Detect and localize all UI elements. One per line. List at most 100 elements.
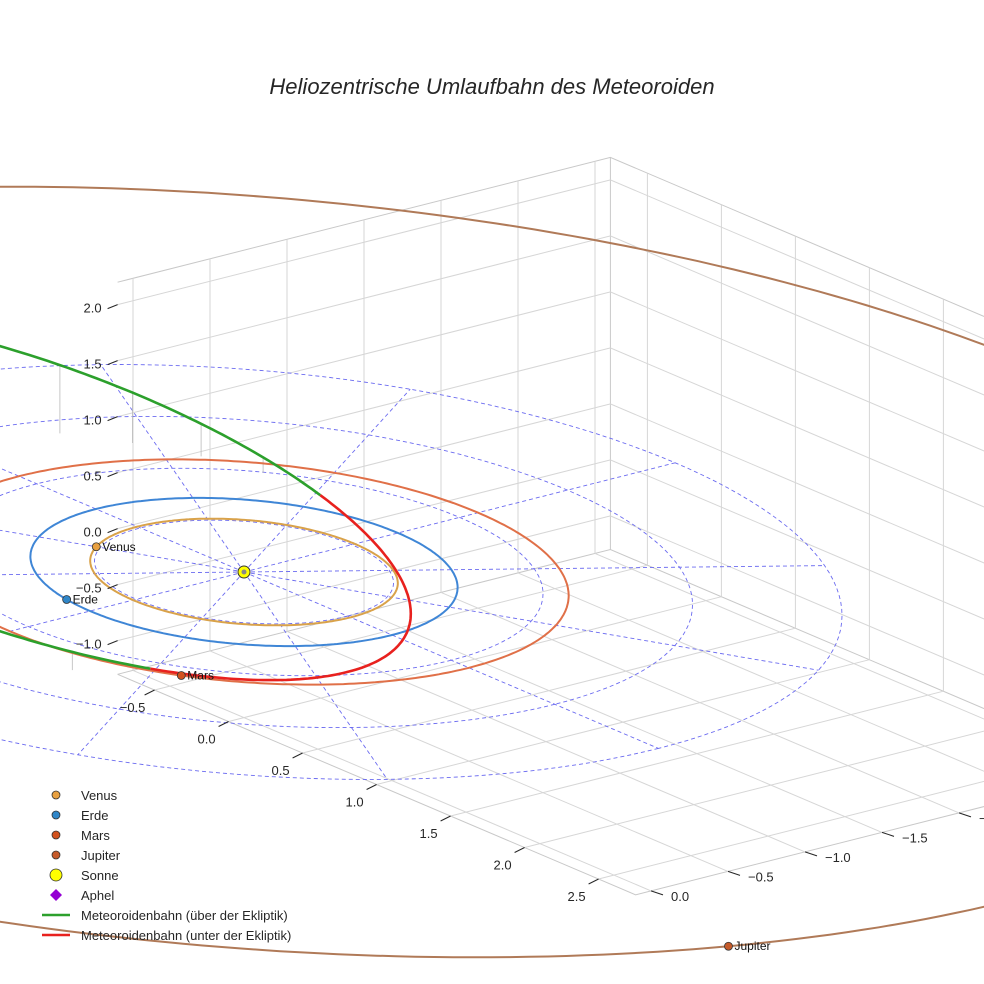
grid-line bbox=[117, 291, 984, 452]
ecliptic-ring bbox=[0, 364, 843, 780]
bodies: Venus Erde Mars Jupiter bbox=[62, 540, 771, 953]
z-tick-label: 0.5 bbox=[84, 469, 102, 484]
ecliptic-radial bbox=[243, 388, 411, 573]
grid-line bbox=[117, 515, 984, 676]
z-tick-mark bbox=[107, 584, 118, 590]
x-tick-label: 2.5 bbox=[568, 889, 586, 904]
y-tick-label: −0.5 bbox=[748, 869, 774, 884]
x-tick-mark bbox=[144, 689, 155, 696]
meteoroid-orbit-above bbox=[0, 344, 322, 670]
planet-jupiter bbox=[724, 941, 733, 951]
axis-panes bbox=[117, 156, 984, 896]
y-tick-mark bbox=[804, 851, 818, 857]
legend-label: Meteoroidenbahn (über der Ekliptik) bbox=[81, 908, 288, 923]
x-tick-mark bbox=[514, 847, 525, 853]
legend-label: Aphel bbox=[81, 888, 114, 903]
legend-circle-swatch bbox=[49, 868, 63, 882]
orbit-jupiter bbox=[0, 185, 984, 959]
y-tick-mark bbox=[958, 812, 972, 818]
y-tick-label: 0.0 bbox=[671, 889, 689, 904]
planet-label-mars: Mars bbox=[187, 668, 214, 682]
orbit-erde bbox=[29, 496, 459, 648]
legend-label: Venus bbox=[81, 788, 118, 803]
orbit-mars bbox=[0, 458, 570, 686]
legend: Venus Erde Mars Jupiter Sonne Aphel Meteoroide… bbox=[42, 788, 291, 943]
x-tick-label: 2.0 bbox=[494, 858, 512, 873]
x-tick-mark bbox=[588, 878, 599, 885]
ecliptic-reference-grid bbox=[0, 364, 843, 780]
ecliptic-radial bbox=[243, 571, 388, 780]
legend-circle-swatch bbox=[51, 790, 61, 800]
z-tick-mark bbox=[107, 472, 118, 478]
z-tick-label: 1.0 bbox=[84, 413, 102, 428]
grid-line bbox=[117, 403, 984, 564]
z-tick-label: −1.0 bbox=[76, 637, 102, 652]
planet-label-jupiter: Jupiter bbox=[734, 939, 770, 953]
axis-edge bbox=[117, 156, 984, 317]
y-tick-label: −1.0 bbox=[825, 850, 851, 865]
grid-line bbox=[132, 669, 652, 892]
planet-mars bbox=[176, 671, 186, 680]
legend-label: Jupiter bbox=[81, 848, 121, 863]
grid-line bbox=[517, 572, 984, 772]
planet-erde bbox=[62, 595, 72, 604]
planet-venus bbox=[91, 542, 101, 552]
z-tick-mark bbox=[107, 360, 118, 366]
z-tick-label: 2.0 bbox=[84, 301, 102, 316]
meteoroid-orbit-below bbox=[150, 628, 410, 682]
grid-line bbox=[117, 179, 984, 340]
legend-circle-swatch bbox=[51, 810, 61, 820]
sun-core bbox=[241, 569, 247, 575]
x-tick-label: 0.0 bbox=[198, 732, 216, 747]
axis-ticks: −1.0 −0.5 0.0 0.5 1.0 1.5 2.0 −0.5 0.0 0.5 1.0 1.5 2… bbox=[76, 301, 984, 904]
orbits bbox=[0, 185, 984, 959]
y-tick-mark bbox=[650, 890, 664, 896]
grid-line bbox=[440, 591, 960, 814]
z-tick-label: 0.0 bbox=[84, 525, 102, 540]
ecliptic-radial bbox=[0, 529, 245, 573]
ecliptic-radial bbox=[77, 571, 245, 756]
orbit-venus bbox=[89, 517, 399, 627]
meteoroid-orbit-below bbox=[319, 494, 413, 629]
y-tick-label: −1.5 bbox=[902, 830, 928, 845]
z-tick-mark bbox=[107, 640, 118, 646]
grid-line bbox=[363, 611, 883, 833]
legend-circle-swatch bbox=[51, 830, 61, 840]
x-tick-label: 1.5 bbox=[420, 826, 438, 841]
ecliptic-radial bbox=[0, 467, 245, 573]
x-tick-label: −0.5 bbox=[120, 700, 146, 715]
planet-label-erde: Erde bbox=[73, 592, 99, 606]
grid-line bbox=[594, 552, 984, 720]
grid-lines bbox=[117, 161, 984, 892]
legend-label: Mars bbox=[81, 828, 110, 843]
legend-diamond-swatch bbox=[50, 889, 62, 901]
y-tick-mark bbox=[727, 870, 741, 876]
chart-title: Heliozentrische Umlaufbahn des Meteoroid… bbox=[269, 74, 714, 99]
grid-line bbox=[286, 630, 806, 853]
grid-line bbox=[598, 780, 984, 880]
ecliptic-radial bbox=[243, 571, 819, 671]
x-tick-mark bbox=[366, 784, 377, 790]
orbit-drop-lines bbox=[59, 365, 264, 671]
x-tick-mark bbox=[292, 752, 303, 759]
legend-label: Meteoroidenbahn (unter der Ekliptik) bbox=[81, 928, 291, 943]
z-tick-mark bbox=[107, 304, 118, 310]
z-tick-label: 1.5 bbox=[84, 357, 102, 372]
planet-label-venus: Venus bbox=[102, 540, 135, 554]
ecliptic-radial bbox=[243, 571, 659, 749]
z-tick-mark bbox=[107, 528, 118, 534]
ecliptic-radial bbox=[243, 565, 825, 573]
grid-line bbox=[117, 347, 984, 508]
axis-edge bbox=[117, 673, 984, 896]
z-tick-mark bbox=[107, 416, 118, 422]
legend-label: Sonne bbox=[81, 868, 119, 883]
x-tick-label: 0.5 bbox=[272, 763, 290, 778]
x-tick-mark bbox=[218, 721, 229, 727]
ecliptic-radial bbox=[100, 364, 245, 573]
legend-circle-swatch bbox=[51, 850, 61, 860]
y-tick-label: −2.0 bbox=[979, 811, 984, 826]
axis-edge bbox=[117, 548, 984, 710]
legend-label: Erde bbox=[81, 808, 108, 823]
z-tick-label: −0.5 bbox=[76, 581, 102, 596]
